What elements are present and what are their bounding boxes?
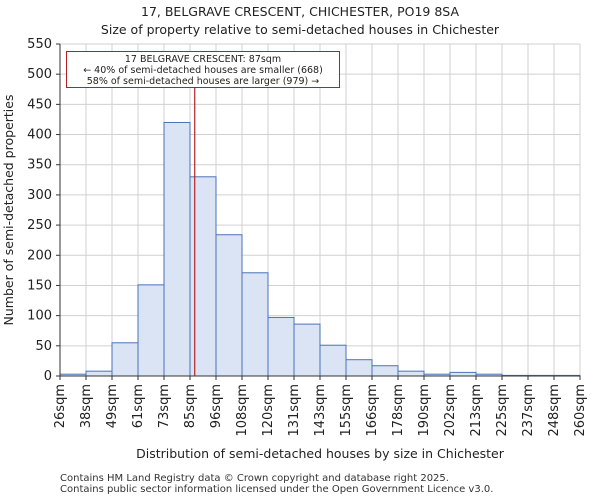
annotation-box: 17 BELGRAVE CRESCENT: 87sqm ← 40% of sem… xyxy=(66,51,340,88)
annotation-line-2: ← 40% of semi-detached houses are smalle… xyxy=(83,65,323,76)
y-tick-label: 0 xyxy=(44,369,52,384)
x-tick-label: 237sqm xyxy=(521,384,536,437)
x-tick-label: 38sqm xyxy=(79,384,94,428)
y-tick-label: 150 xyxy=(27,278,52,293)
x-axis-title: Distribution of semi-detached houses by … xyxy=(136,446,505,461)
y-tick-label: 200 xyxy=(27,248,52,263)
y-tick-label: 550 xyxy=(27,37,52,52)
x-tick-label: 131sqm xyxy=(287,384,302,437)
x-tick-label: 225sqm xyxy=(495,384,510,437)
histogram-bar xyxy=(241,272,269,377)
histogram-bar xyxy=(397,370,425,377)
x-tick-label: 202sqm xyxy=(443,384,458,437)
y-tick-label: 400 xyxy=(27,128,52,143)
y-tick-label: 250 xyxy=(27,218,52,233)
histogram-bar xyxy=(293,323,321,377)
histogram-bar xyxy=(163,121,191,377)
y-tick-label: 500 xyxy=(27,67,52,82)
histogram-bar xyxy=(215,234,243,377)
x-tick-label: 155sqm xyxy=(339,384,354,437)
chart-subtitle: Size of property relative to semi-detach… xyxy=(100,22,500,37)
y-axis-title: Number of semi-detached properties xyxy=(1,95,16,326)
annotation-line-1: 17 BELGRAVE CRESCENT: 87sqm xyxy=(124,54,282,65)
histogram-bar xyxy=(267,316,295,377)
y-tick-label: 300 xyxy=(27,188,52,203)
histogram-bar xyxy=(371,365,399,377)
x-tick-label: 143sqm xyxy=(313,384,328,437)
histogram-bar xyxy=(449,371,477,377)
x-tick-label: 248sqm xyxy=(547,384,562,437)
x-tick-label: 26sqm xyxy=(53,384,68,428)
y-tick-label: 350 xyxy=(27,158,52,173)
histogram-bar xyxy=(137,284,165,377)
x-tick-label: 213sqm xyxy=(469,384,484,437)
histogram-bar xyxy=(189,176,217,377)
x-tick-label: 178sqm xyxy=(391,384,406,437)
x-tick-label: 85sqm xyxy=(183,384,198,428)
annotation-line-3: 58% of semi-detached houses are larger (… xyxy=(86,76,320,87)
footer-line-2: Contains public sector information licen… xyxy=(60,484,494,495)
x-tick-label: 73sqm xyxy=(157,384,172,428)
histogram-bar xyxy=(111,342,139,377)
footer-line-1: Contains HM Land Registry data © Crown c… xyxy=(60,473,449,484)
y-tick-label: 100 xyxy=(27,309,52,324)
x-tick-label: 166sqm xyxy=(365,384,380,437)
x-tick-label: 96sqm xyxy=(209,384,224,428)
x-tick-label: 108sqm xyxy=(235,384,250,437)
x-tick-label: 190sqm xyxy=(417,384,432,437)
x-tick-label: 61sqm xyxy=(131,384,146,428)
histogram-bar xyxy=(345,359,373,377)
histogram-bar xyxy=(319,344,347,377)
histogram-bar xyxy=(85,370,113,377)
x-tick-label: 120sqm xyxy=(261,384,276,437)
y-tick-label: 50 xyxy=(35,339,52,354)
x-tick-label: 49sqm xyxy=(105,384,120,428)
chart-title: 17, BELGRAVE CRESCENT, CHICHESTER, PO19 … xyxy=(141,4,459,19)
x-tick-label: 260sqm xyxy=(573,384,588,437)
y-tick-label: 450 xyxy=(27,97,52,112)
